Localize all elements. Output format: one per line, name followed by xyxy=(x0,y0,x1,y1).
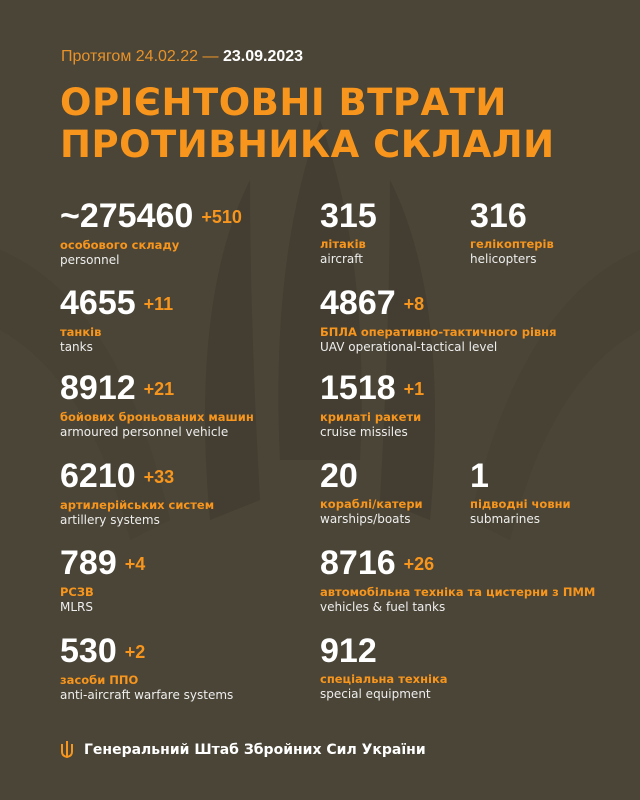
stat-label-en: UAV operational-tactical level xyxy=(320,340,498,354)
stat-label-en: personnel xyxy=(60,253,120,267)
stat-delta: +8 xyxy=(403,294,425,314)
stat-label-en: warships/boats xyxy=(320,512,411,526)
period-prefix: Протягом 24.02.22 — xyxy=(61,48,219,65)
stat-delta: +510 xyxy=(201,207,242,227)
stat-value: 4867 +8 xyxy=(320,285,557,322)
stat-label-ua: танків xyxy=(60,325,102,339)
stat-aircraft: 315 літаків aircraft xyxy=(320,198,377,267)
stat-label-en: cruise missiles xyxy=(320,425,408,439)
stat-label-en: MLRS xyxy=(60,600,93,614)
stat-label-ua: спеціальна техніка xyxy=(320,672,448,686)
stat-delta: +33 xyxy=(143,467,175,487)
stat-label-en: anti-aircraft warfare systems xyxy=(60,688,234,702)
stat-delta: +21 xyxy=(143,379,175,399)
stat-vehicles: 8716 +26 автомобільна техніка та цистерни … xyxy=(320,545,595,615)
title-line-1: ОРІЄНТОВНІ ВТРАТИ xyxy=(60,81,507,124)
stat-helicopters: 316 гелікоптерів helicopters xyxy=(470,198,554,267)
stat-armoured: 8912 +21 бойових броньованих машин armoured… xyxy=(60,370,254,440)
stat-special: 912 спеціальна техніка special equipment xyxy=(320,633,448,702)
stat-number: 20 xyxy=(320,457,358,495)
footer: Генеральний Штаб Збройних Сил України xyxy=(60,740,426,760)
stat-cruise: 1518 +1 крилаті ракети cruise missiles xyxy=(320,370,424,440)
stat-number: ~275460 xyxy=(60,197,194,235)
stat-number: 1518 xyxy=(320,369,396,407)
stat-value: 8716 +26 xyxy=(320,545,595,582)
stat-label-ua: крилаті ракети xyxy=(320,410,422,424)
stat-label-ua: особового складу xyxy=(60,238,180,252)
stat-value: 912 xyxy=(320,633,448,669)
stat-label-en: artillery systems xyxy=(60,513,160,527)
stat-label-en: vehicles & fuel tanks xyxy=(320,600,446,614)
period-date: 23.09.2023 xyxy=(222,48,304,65)
stat-label-ua: гелікоптерів xyxy=(470,237,554,251)
stat-number: 4867 xyxy=(320,284,396,322)
stat-label-en: armoured personnel vehicle xyxy=(60,425,229,439)
stat-number: 530 xyxy=(60,632,117,670)
stat-label-ua: літаків xyxy=(320,237,366,251)
stat-label-ua: підводні човни xyxy=(470,497,571,511)
stat-label-en: submarines xyxy=(470,512,541,526)
stat-label-en: aircraft xyxy=(320,252,363,266)
stat-label-ua: автомобільна техніка та цистерни з ПММ xyxy=(320,585,596,599)
stat-value: 1518 +1 xyxy=(320,370,424,407)
stat-mlrs: 789 +4 РСЗВ MLRS xyxy=(60,545,145,615)
stat-number: 4655 xyxy=(60,284,136,322)
stat-number: 912 xyxy=(320,632,377,670)
stat-label-en: tanks xyxy=(60,340,93,354)
trident-icon xyxy=(61,741,73,759)
stat-warshipsboats: 20 кораблі/катери warships/boats xyxy=(320,458,423,527)
stat-label-ua: засоби ППО xyxy=(60,673,139,687)
period: Протягом 24.02.22 — 23.09.2023 xyxy=(61,48,303,66)
stat-value: 20 xyxy=(320,458,423,494)
stat-value: 4655 +11 xyxy=(60,285,173,322)
stat-delta: +2 xyxy=(124,642,146,662)
stat-personnel: ~275460 +510 особового складу personnel xyxy=(60,198,242,268)
stat-label-ua: кораблі/катери xyxy=(320,497,423,511)
stat-delta: +1 xyxy=(403,379,425,399)
stat-label-en: special equipment xyxy=(320,687,431,701)
stat-value: 316 xyxy=(470,198,554,234)
page-title: ОРІЄНТОВНІ ВТРАТИ ПРОТИВНИКА СКЛАЛИ xyxy=(60,82,555,166)
stat-value: ~275460 +510 xyxy=(60,198,242,235)
stat-label-ua: артилерійських систем xyxy=(60,498,215,512)
stat-tanks: 4655 +11 танків tanks xyxy=(60,285,173,355)
stat-label-en: helicopters xyxy=(470,252,537,266)
stat-number: 1 xyxy=(470,457,489,495)
stat-number: 8912 xyxy=(60,369,136,407)
stat-delta: +4 xyxy=(124,554,146,574)
stat-value: 789 +4 xyxy=(60,545,145,582)
stat-label-ua: БПЛА оперативно-тактичного рівня xyxy=(320,325,557,339)
stat-value: 8912 +21 xyxy=(60,370,254,407)
stat-uav: 4867 +8 БПЛА оперативно-тактичного рівня UA… xyxy=(320,285,557,355)
stat-number: 789 xyxy=(60,544,117,582)
footer-label: Генеральний Штаб Збройних Сил України xyxy=(84,742,426,758)
stat-number: 8716 xyxy=(320,544,396,582)
stat-number: 6210 xyxy=(60,457,136,495)
stat-artillery: 6210 +33 артилерійських систем artillery sy… xyxy=(60,458,214,528)
stat-value: 315 xyxy=(320,198,377,234)
stat-number: 315 xyxy=(320,197,377,235)
stat-antiaircraft: 530 +2 засоби ППО anti-aircraft warfare sys… xyxy=(60,633,233,703)
stat-value: 6210 +33 xyxy=(60,458,214,495)
stat-value: 1 xyxy=(470,458,571,494)
stat-value: 530 +2 xyxy=(60,633,233,670)
stat-delta: +26 xyxy=(403,554,435,574)
stat-label-ua: РСЗВ xyxy=(60,585,94,599)
stat-submarines: 1 підводні човни submarines xyxy=(470,458,571,527)
title-line-2: ПРОТИВНИКА СКЛАЛИ xyxy=(60,123,555,166)
stat-label-ua: бойових броньованих машин xyxy=(60,410,254,424)
stat-number: 316 xyxy=(470,197,527,235)
stat-delta: +11 xyxy=(143,294,174,314)
